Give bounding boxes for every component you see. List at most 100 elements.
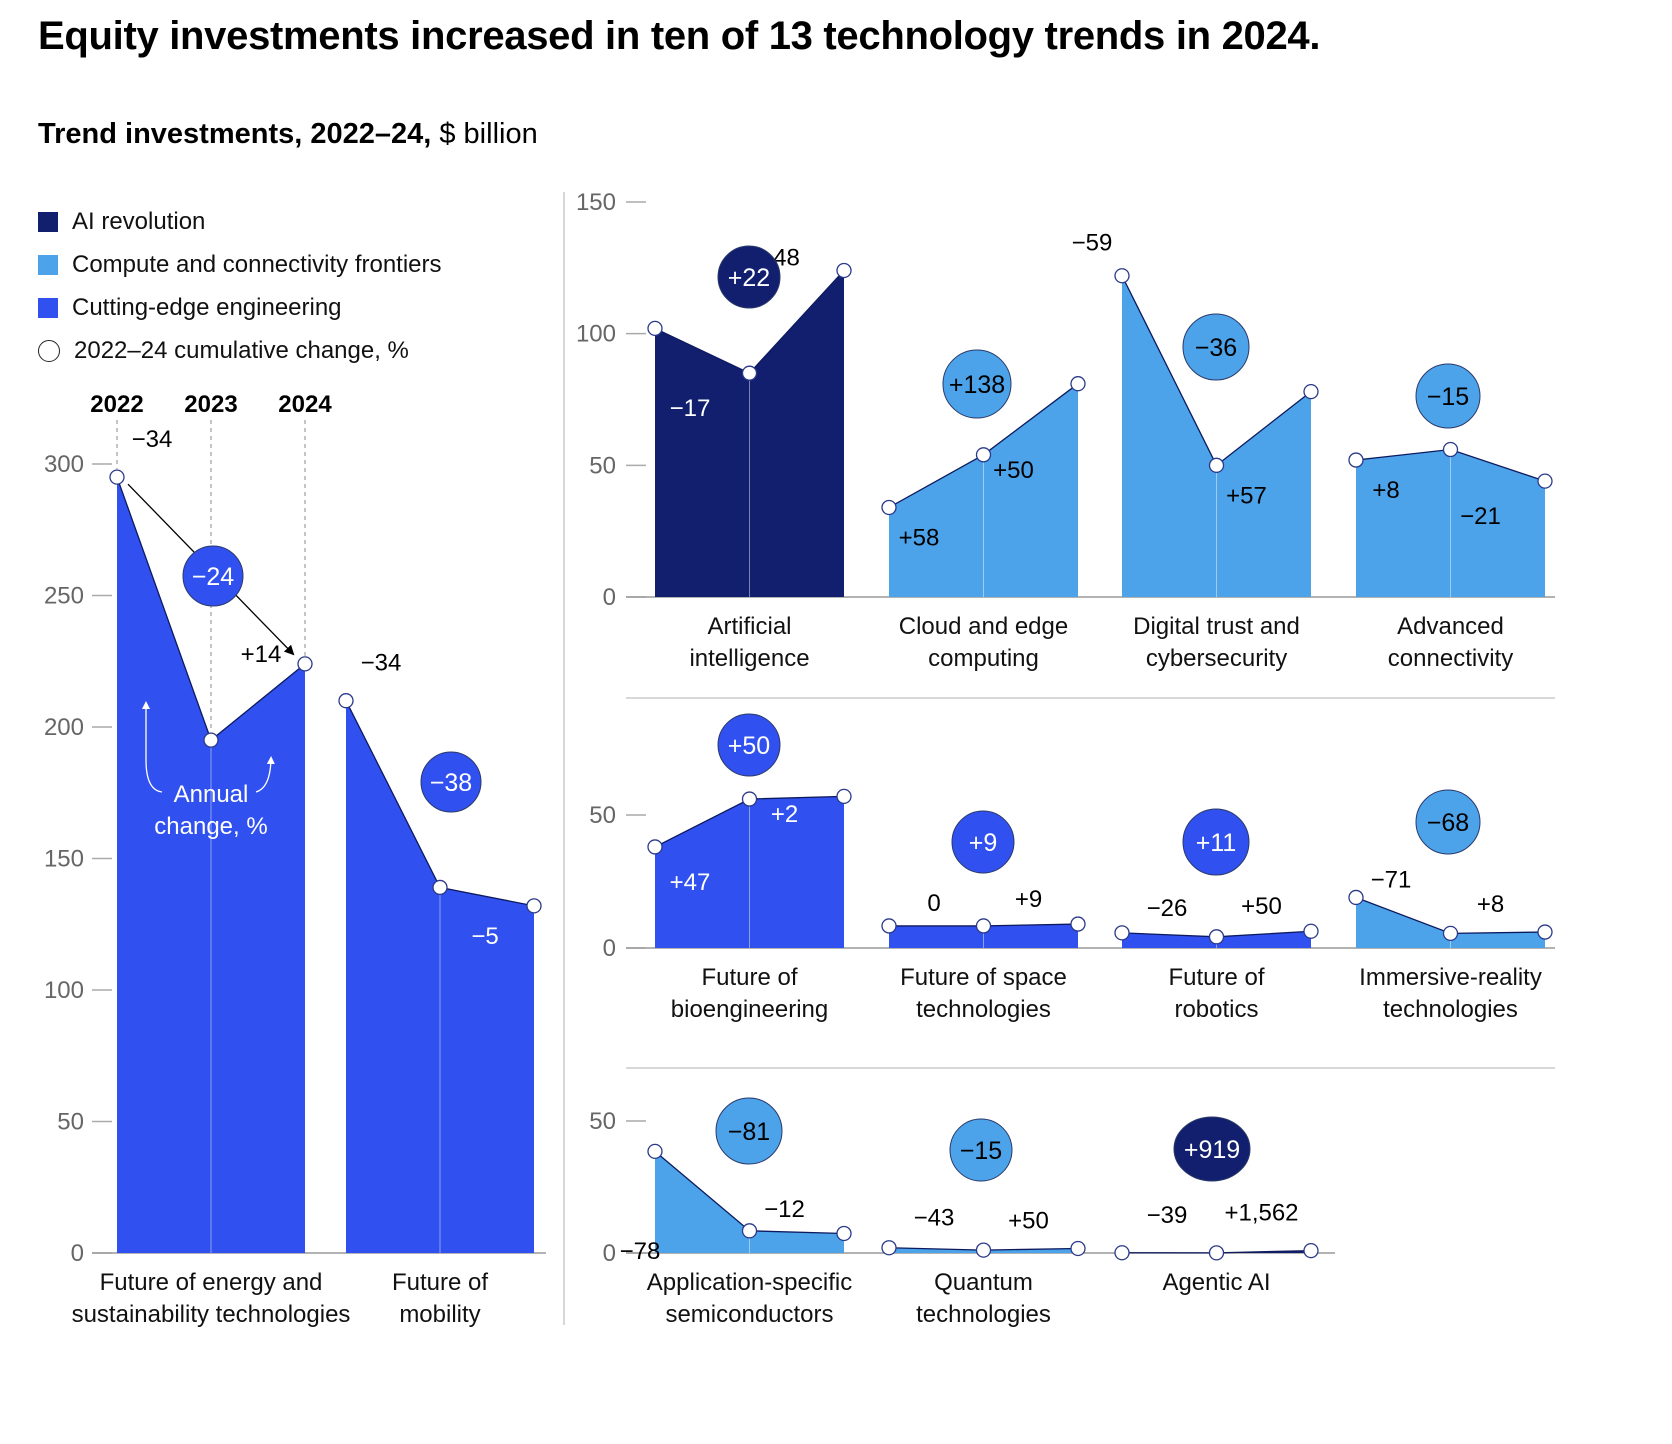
data-point-agentic-ai-2022: [1114, 1245, 1130, 1261]
data-point-future-of-robotics-2023: [1208, 929, 1225, 945]
year-label-2023: 2023: [184, 391, 237, 418]
data-point-cloud-and-edge-computing-2023: [975, 447, 992, 463]
legend-item-cumulative-change: 2022–24 cumulative change, %: [38, 329, 442, 372]
category-label-future-of-space-technologies: Future of space: [900, 964, 1067, 991]
cumulative-change-label: +22: [728, 264, 770, 292]
annual-change-label: −21: [1460, 503, 1501, 530]
data-point-immersive-reality-technologies-2022: [1348, 889, 1364, 906]
cumulative-change-bubble: [420, 751, 482, 813]
annual-change-label: +50: [1008, 1208, 1049, 1235]
y-tick-label: 0: [71, 1240, 84, 1267]
cumulative-change-bubble: [717, 713, 781, 777]
cumulative-change-bubble: [942, 349, 1012, 419]
cumulative-change-bubble: [951, 810, 1015, 874]
annual-change-label: +50: [1241, 893, 1282, 920]
annual-arrow-left: [142, 701, 163, 793]
legend-item-compute-connectivity: Compute and connectivity frontiers: [38, 243, 442, 286]
annual-change-label: +8: [1372, 477, 1399, 504]
annual-change-label: +2: [771, 801, 798, 828]
legend-swatch-compute-connectivity: [38, 254, 58, 275]
category-label-future-of-energy-and-sustainability-technologies: sustainability technologies: [72, 1301, 351, 1328]
legend-label: Compute and connectivity frontiers: [72, 250, 442, 278]
category-label-cloud-and-edge-computing: computing: [928, 645, 1039, 672]
data-point-immersive-reality-technologies-2023: [1442, 925, 1459, 942]
annual-change-label: +8: [1477, 891, 1504, 918]
data-point-agentic-ai-2024: [1303, 1242, 1319, 1259]
data-point-digital-trust-and-cybersecurity-2024: [1303, 383, 1319, 400]
cumulative-change-bubble: [1182, 313, 1250, 381]
cumulative-change-bubble: [717, 245, 781, 309]
annual-change-annotation: Annual: [174, 781, 249, 808]
data-point-application-specific-semiconductors-2023: [741, 1223, 758, 1239]
category-label-artificial-intelligence: intelligence: [689, 645, 809, 672]
data-point-application-specific-semiconductors-2024: [836, 1225, 852, 1242]
category-label-application-specific-semiconductors: semiconductors: [665, 1301, 833, 1328]
circle-icon: [38, 339, 60, 362]
annual-change-label: 0: [927, 890, 940, 917]
data-point-advanced-connectivity-2023: [1442, 441, 1459, 458]
y-tick-label: 100: [44, 977, 84, 1004]
annual-change-label: −26: [1147, 895, 1188, 922]
data-point-agentic-ai-2023: [1208, 1245, 1225, 1261]
category-label-application-specific-semiconductors: Application-specific: [647, 1269, 852, 1296]
chart-subtitle: Trend investments, 2022–24, $ billion: [38, 118, 538, 151]
subtitle-unit: $ billion: [431, 118, 538, 150]
area-future-of-mobility: [346, 700, 534, 1253]
annual-change-label: +9: [1015, 886, 1042, 913]
data-point-future-of-space-technologies-2023: [975, 918, 992, 934]
data-point-future-of-mobility-2022: [338, 693, 354, 709]
annual-change-label: −78: [620, 1238, 661, 1265]
data-point-advanced-connectivity-2024: [1537, 473, 1553, 489]
y-tick-label: 100: [576, 321, 616, 348]
annual-change-label: −39: [1147, 1202, 1188, 1229]
cumulative-change-label: +9: [969, 829, 998, 857]
data-point-future-of-bioengineering-2023: [741, 791, 758, 807]
area-advanced-connectivity: [1356, 449, 1545, 597]
category-label-immersive-reality-technologies: technologies: [1383, 996, 1518, 1023]
data-point-future-of-energy-and-sustainability-technologies-2022: [109, 469, 125, 485]
data-point-future-of-energy-and-sustainability-technologies-2024: [297, 656, 313, 672]
y-tick-label: 50: [589, 802, 616, 829]
data-point-future-of-space-technologies-2024: [1070, 916, 1086, 932]
cumulative-change-label: −36: [1195, 334, 1237, 362]
data-point-future-of-energy-and-sustainability-technologies-2023: [203, 732, 219, 748]
category-label-future-of-bioengineering: bioengineering: [671, 996, 828, 1023]
legend-label: Cutting-edge engineering: [72, 293, 342, 321]
cumulative-change-label: +11: [1196, 829, 1237, 857]
category-label-future-of-robotics: robotics: [1174, 996, 1258, 1023]
category-label-future-of-bioengineering: Future of: [701, 964, 797, 991]
area-artificial-intelligence: [655, 270, 844, 597]
category-label-agentic-ai: Agentic AI: [1162, 1269, 1270, 1296]
cumulative-change-label: +138: [949, 371, 1005, 399]
annual-change-label: −17: [670, 395, 711, 422]
category-label-digital-trust-and-cybersecurity: Digital trust and: [1133, 613, 1300, 640]
y-tick-label: 250: [44, 583, 84, 610]
cumulative-change-label: −81: [728, 1118, 770, 1146]
annual-change-label: −43: [914, 1205, 955, 1232]
annual-change-label: +47: [670, 869, 711, 896]
y-tick-label: 50: [57, 1109, 84, 1136]
cumulative-change-bubble: [715, 1097, 783, 1165]
data-point-future-of-mobility-2023: [432, 879, 448, 896]
annual-change-annotation: change, %: [154, 813, 267, 840]
legend: AI revolution Compute and connectivity f…: [38, 200, 442, 372]
year-label-2024: 2024: [278, 391, 332, 418]
legend-swatch-cutting-edge-engineering: [38, 297, 58, 318]
cumulative-change-label: +919: [1184, 1136, 1240, 1164]
annual-change-label: +14: [241, 641, 282, 668]
data-point-cloud-and-edge-computing-2022: [881, 499, 897, 516]
y-tick-label: 200: [44, 714, 84, 741]
subtitle-bold: Trend investments, 2022–24,: [38, 118, 432, 150]
category-label-quantum-technologies: technologies: [916, 1301, 1051, 1328]
annual-change-label: −71: [1371, 866, 1412, 893]
area-future-of-bioengineering: [655, 796, 844, 948]
cumulative-change-label: −38: [430, 769, 472, 797]
legend-item-cutting-edge-engineering: Cutting-edge engineering: [38, 286, 442, 329]
cumulative-change-bubble: [182, 545, 244, 607]
category-label-advanced-connectivity: connectivity: [1388, 645, 1513, 672]
data-point-future-of-robotics-2022: [1114, 925, 1130, 941]
data-point-immersive-reality-technologies-2024: [1537, 924, 1553, 940]
cumulative-change-label: −68: [1427, 809, 1469, 837]
chart-title: Equity investments increased in ten of 1…: [38, 14, 1321, 58]
data-point-future-of-mobility-2024: [526, 898, 542, 914]
